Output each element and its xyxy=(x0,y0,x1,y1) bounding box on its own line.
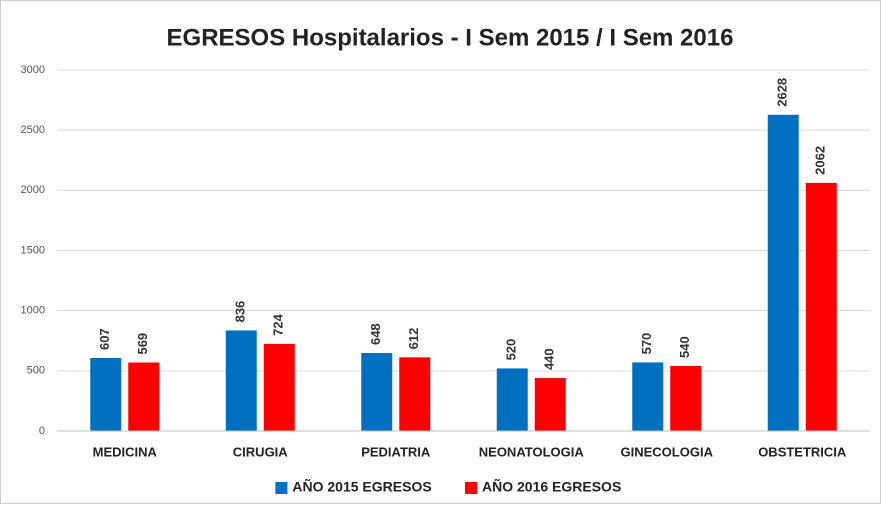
data-label: 612 xyxy=(406,328,421,350)
y-tick-label: 0 xyxy=(39,425,45,437)
data-label: 520 xyxy=(504,339,519,361)
bar xyxy=(767,114,799,431)
legend-swatch xyxy=(275,482,288,494)
x-tick-label: GINECOLOGIA xyxy=(621,444,714,459)
data-label: 540 xyxy=(677,336,692,358)
legend-label: AÑO 2016 EGRESOS xyxy=(482,478,621,495)
x-tick-label: CIRUGIA xyxy=(233,444,289,459)
legend-label: AÑO 2015 EGRESOS xyxy=(292,478,431,495)
bar xyxy=(632,362,664,431)
data-label: 648 xyxy=(368,323,383,345)
bar xyxy=(128,362,160,431)
legend-swatch xyxy=(465,482,477,494)
bar xyxy=(90,357,122,431)
y-tick-label: 500 xyxy=(27,365,45,377)
y-tick-label: 1500 xyxy=(21,244,45,256)
x-tick-label: NEONATOLOGIA xyxy=(479,444,585,459)
data-label: 2628 xyxy=(775,78,790,107)
data-label: 607 xyxy=(97,328,112,350)
x-tick-label: PEDIATRIA xyxy=(361,444,431,459)
bar xyxy=(263,343,295,431)
data-label: 724 xyxy=(271,313,286,335)
y-tick-label: 3000 xyxy=(21,64,45,76)
data-label: 570 xyxy=(639,333,654,355)
bar xyxy=(399,357,431,431)
bar xyxy=(225,330,257,431)
bar xyxy=(670,366,702,431)
x-tick-label: MEDICINA xyxy=(93,444,158,459)
y-tick-label: 2500 xyxy=(21,124,45,136)
chart-title: EGRESOS Hospitalarios - I Sem 2015 / I S… xyxy=(167,24,734,51)
bar xyxy=(805,182,837,431)
data-label: 569 xyxy=(135,333,150,355)
y-tick-label: 2000 xyxy=(21,184,45,196)
bar xyxy=(496,368,528,431)
x-tick-label: OBSTETRICIA xyxy=(758,444,847,459)
bar xyxy=(534,378,566,431)
bar xyxy=(361,353,393,431)
data-label: 836 xyxy=(233,301,248,323)
data-label: 440 xyxy=(542,348,557,370)
y-tick-label: 1000 xyxy=(21,305,45,317)
data-label: 2062 xyxy=(813,146,828,175)
